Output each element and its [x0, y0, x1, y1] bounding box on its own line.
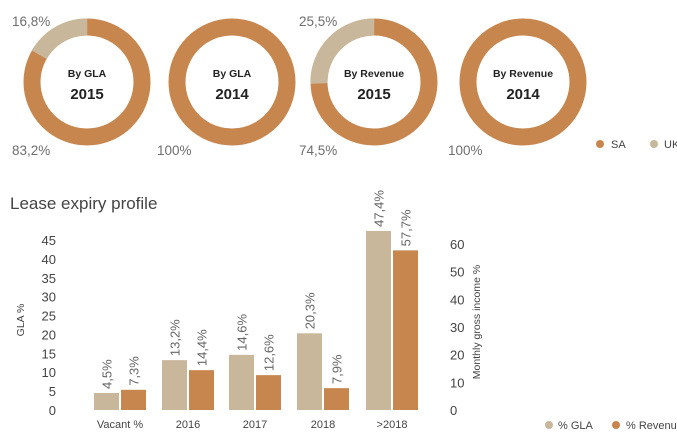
bar-revenue	[393, 250, 418, 410]
bar-revenue-value: 57,7%	[399, 209, 414, 246]
donut-sa-segment	[459, 18, 587, 146]
donut-3: By Revenue 2015 25,5% 74,5%	[299, 14, 438, 158]
y-right-tick-label: 20	[450, 348, 464, 363]
y-tick-label: 15	[42, 346, 56, 361]
y-right-tick-label: 60	[450, 237, 464, 252]
donut-sa-value: 100%	[448, 143, 483, 158]
bar-revenue-value: 14,4%	[195, 329, 210, 366]
donut-uk-segment	[23, 18, 151, 146]
bar-revenue	[324, 388, 349, 410]
donut-1: By GLA 2015 16,8% 83,2%	[12, 14, 151, 158]
donut-title: By Revenue	[344, 68, 404, 80]
legend-uk-swatch	[650, 140, 658, 148]
bar-gla-value: 14,6%	[235, 314, 250, 351]
bar-gla-value: 20,3%	[303, 292, 318, 329]
lease-expiry-chart: 0 5 10 15 20 25 30 35 40 45 0 10 20 30 40 50 60 GLA % Mont…	[15, 190, 483, 431]
donut-4: By Revenue 2014 100%	[448, 18, 587, 158]
bar-gla	[229, 354, 254, 410]
y-right-tick-label: 0	[450, 403, 457, 418]
x-tick-label: 2018	[311, 419, 335, 431]
donut-year: 2014	[215, 86, 249, 103]
bar-gla	[94, 393, 119, 410]
y-axis-label: GLA %	[15, 304, 27, 337]
donut-title: By GLA	[68, 68, 107, 80]
donut-sa-value: 74,5%	[299, 143, 337, 158]
y-tick-label: 0	[49, 403, 56, 418]
bar-legend: % GLA % Revenue	[545, 420, 677, 432]
legend-revenue-label: % Revenue	[626, 420, 677, 432]
donut-sa-segment	[168, 18, 296, 146]
bar-revenue-value: 12,6%	[262, 334, 277, 371]
x-tick-label: Vacant %	[97, 419, 143, 431]
donut-year: 2015	[70, 86, 103, 103]
legend-gla-swatch	[545, 421, 553, 429]
legend-sa-swatch	[596, 140, 604, 148]
donut-uk-value: 25,5%	[299, 14, 337, 29]
legend-uk-label: UK	[664, 139, 677, 151]
y-right-tick-label: 40	[450, 292, 464, 307]
bar-revenue-value: 7,3%	[127, 356, 142, 386]
bar-gla-value: 13,2%	[168, 319, 183, 356]
x-tick-label: 2016	[176, 419, 200, 431]
y-right-tick-label: 50	[450, 265, 464, 280]
bar-gla	[162, 360, 187, 410]
y-tick-label: 45	[42, 233, 56, 248]
y-tick-label: 20	[42, 327, 56, 342]
legend-gla-label: % GLA	[558, 420, 594, 432]
legend-revenue-swatch	[612, 421, 620, 429]
bar-revenue	[121, 389, 146, 410]
chart-title: Lease expiry profile	[10, 194, 157, 213]
donut-year: 2015	[357, 86, 390, 103]
legend-sa-label: SA	[611, 139, 626, 151]
y-right-axis-label: Monthly gross income %	[471, 265, 483, 379]
y-right-tick-label: 10	[450, 375, 464, 390]
bar-revenue	[256, 375, 281, 410]
bar-revenue-value: 7,9%	[330, 354, 345, 384]
donut-uk-segment	[310, 18, 438, 146]
donut-2: By GLA 2014 100%	[157, 18, 296, 158]
donut-uk-value: 16,8%	[12, 14, 50, 29]
y-tick-label: 35	[42, 271, 56, 286]
y-tick-label: 10	[42, 365, 56, 380]
x-tick-label: >2018	[377, 419, 408, 431]
bar-revenue	[189, 370, 214, 410]
x-tick-label: 2017	[243, 419, 267, 431]
bar-gla-value: 47,4%	[372, 190, 387, 227]
bar-gla-value: 4,5%	[100, 359, 115, 389]
y-tick-label: 30	[42, 290, 56, 305]
y-tick-label: 40	[42, 252, 56, 267]
bar-gla	[297, 333, 322, 410]
y-tick-label: 5	[49, 384, 56, 399]
y-tick-label: 25	[42, 309, 56, 324]
donut-year: 2014	[506, 86, 540, 103]
donut-sa-value: 100%	[157, 143, 192, 158]
donut-sa-value: 83,2%	[12, 143, 50, 158]
donut-legend: SA UK	[596, 139, 677, 151]
donut-title: By GLA	[213, 68, 252, 80]
y-right-tick-label: 30	[450, 320, 464, 335]
bar-gla	[366, 230, 391, 410]
donut-title: By Revenue	[493, 68, 553, 80]
